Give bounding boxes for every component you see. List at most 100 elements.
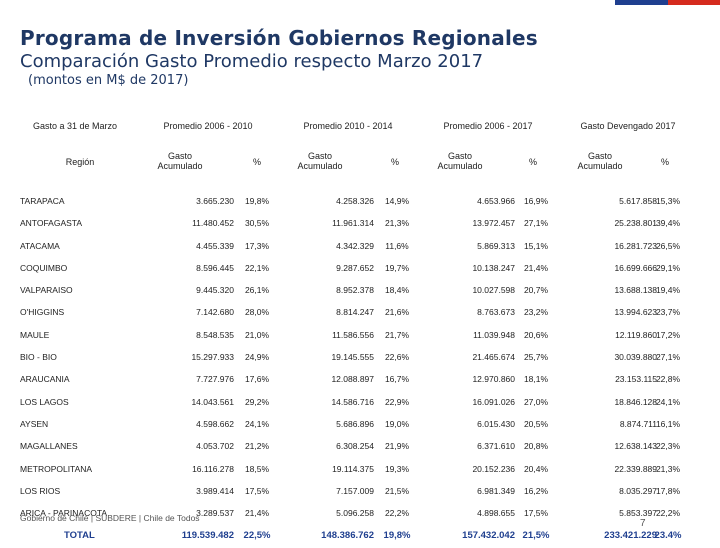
region-name: BIO - BIO [20,352,57,362]
region-name: TARAPACA [20,196,65,206]
pct-1-cell: 24,9% [235,352,279,362]
amount-4-cell: 16.281.723 [560,241,657,251]
amount-4-cell: 5.853.397 [560,508,657,518]
amount-3-cell: 5.869.313 [420,241,515,251]
amount-3-cell: 16.091.026 [420,397,515,407]
amount-4-cell: 8.874.711 [560,419,657,429]
pct-2-cell: 19,3% [375,464,419,474]
amount-1-cell: 9.445.320 [130,285,234,295]
pct-2-cell: 21,7% [375,330,419,340]
amount-1-cell: 14.043.561 [130,397,234,407]
amount-3-cell: 21.465.674 [420,352,515,362]
amount-4-cell: 25.238.801 [560,218,657,228]
region-name: METROPOLITANA [20,464,92,474]
pct-1-cell: 24,1% [235,419,279,429]
pct-1-cell: 21,2% [235,441,279,451]
pct-4-cell: 15,3% [646,196,690,206]
pct-2-cell: 22,9% [375,397,419,407]
pct-4-cell: 16,1% [646,419,690,429]
flag-blue-stripe [615,0,668,5]
pct-3-cell: 20,5% [514,419,558,429]
header-date-label: Gasto a 31 de Marzo [20,121,130,131]
amount-2-cell: 14.586.716 [275,397,374,407]
pct-2-cell: 14,9% [375,196,419,206]
amount-2-cell: 6.308.254 [275,441,374,451]
amount-4-cell: 30.039.880 [560,352,657,362]
amount-1-cell: 4.598.662 [130,419,234,429]
pct-4-cell: 27,1% [646,352,690,362]
amount-3-cell: 4.653.966 [420,196,515,206]
amount-2-cell: 9.287.652 [275,263,374,273]
amount-4-cell: 8.035.297 [560,486,657,496]
amount-2-cell: 19.114.375 [275,464,374,474]
pct-3-cell: 20,6% [514,330,558,340]
pct-2-cell: 11,6% [375,241,419,251]
pct-1-cell: 17,3% [235,241,279,251]
amount-4-cell: 22.339.889 [560,464,657,474]
amount-1-cell: 8.596.445 [130,263,234,273]
pct-2-cell: 22,2% [375,508,419,518]
pct-4-cell: 17,8% [646,486,690,496]
amount-1-cell: 16.116.278 [130,464,234,474]
pct-3-cell: 17,5% [514,508,558,518]
pct-2-cell: 16,7% [375,374,419,384]
amount-3-cell: 10.138.247 [420,263,515,273]
amount-1-cell: 3.989.414 [130,486,234,496]
pct-1-cell: 19,8% [235,196,279,206]
amount-3-cell: 6.371.610 [420,441,515,451]
amount-3-cell: 6.015.430 [420,419,515,429]
header-pct-1: % [242,157,272,167]
pct-4-cell: 23,7% [646,307,690,317]
amount-2-cell: 8.952.378 [275,285,374,295]
header-amount-1: Gasto Acumulado [145,151,215,171]
header-group-2010-2014: Promedio 2010 - 2014 [278,121,418,131]
pct-1-cell: 28,0% [235,307,279,317]
amount-4-cell: 23.153.115 [560,374,657,384]
amount-3-cell: 12.970.860 [420,374,515,384]
pct-1-cell: 30,5% [235,218,279,228]
amount-3-cell: 10.027.598 [420,285,515,295]
page-subtitle: Comparación Gasto Promedio respecto Marz… [20,51,483,72]
amount-note: (montos en M$ de 2017) [28,73,188,88]
pct-4-cell: 22,2% [646,508,690,518]
amount-1-cell: 3.665.230 [130,196,234,206]
amount-1-cell: 4.455.339 [130,241,234,251]
page-title: Programa de Inversión Gobiernos Regional… [20,26,538,50]
pct-2-cell: 21,6% [375,307,419,317]
region-name: ARAUCANIA [20,374,70,384]
pct-3-cell: 16,9% [514,196,558,206]
amount-1-cell: 8.548.535 [130,330,234,340]
amount-2-cell: 5.096.258 [275,508,374,518]
pct-1-cell: 22,1% [235,263,279,273]
pct-4-cell: 26,5% [646,241,690,251]
header-group-2006-2010: Promedio 2006 - 2010 [138,121,278,131]
pct-3-cell: 20,7% [514,285,558,295]
investment-table: Gasto a 31 de Marzo Promedio 2006 - 2010… [20,121,690,548]
header-row-groups: Gasto a 31 de Marzo Promedio 2006 - 2010… [20,121,690,141]
amount-2-cell: 7.157.009 [275,486,374,496]
flag-red-stripe [668,0,720,5]
pct-1-cell: 21,4% [235,508,279,518]
amount-2-cell: 19.145.555 [275,352,374,362]
amount-4-cell: 12.119.860 [560,330,657,340]
amount-2-cell: 8.814.247 [275,307,374,317]
pct-3-cell: 27,0% [514,397,558,407]
pct-2-cell: 21,3% [375,218,419,228]
pct-3-cell: 23,2% [514,307,558,317]
region-name: O'HIGGINS [20,307,64,317]
region-name: ATACAMA [20,241,60,251]
region-name: VALPARAISO [20,285,73,295]
pct-2-cell: 18,4% [375,285,419,295]
pct-3-cell: 20,4% [514,464,558,474]
header-pct-2: % [380,157,410,167]
